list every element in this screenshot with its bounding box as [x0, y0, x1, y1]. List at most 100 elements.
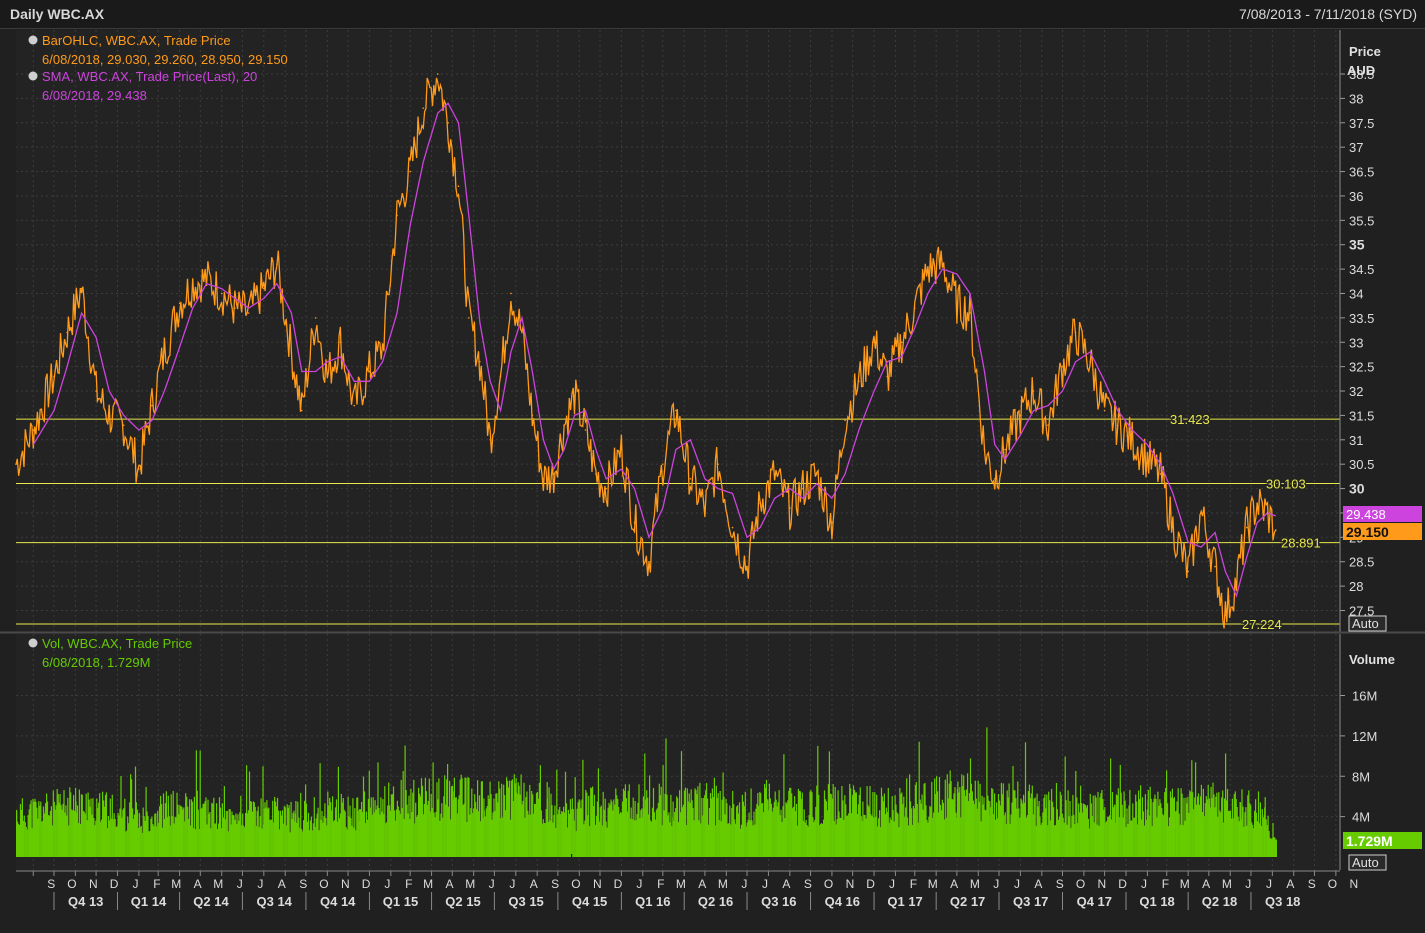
volume-bar [1162, 814, 1164, 857]
volume-bar [206, 824, 208, 857]
volume-bar [603, 809, 605, 857]
volume-bar [419, 796, 421, 857]
legend-toggle-icon[interactable] [28, 71, 38, 81]
volume-bar [137, 828, 139, 857]
volume-bar [970, 783, 972, 857]
volume-bar [836, 819, 838, 857]
price-point [675, 409, 677, 412]
volume-bar [1070, 828, 1072, 857]
price-point [300, 409, 303, 412]
volume-bar [1168, 826, 1170, 857]
x-month-label: J [509, 877, 515, 891]
volume-bar [680, 751, 683, 857]
volume-bar [628, 784, 630, 857]
volume-bar [434, 817, 436, 857]
horizontal-line-label: 31.423 [1170, 412, 1210, 427]
volume-bar [305, 784, 307, 857]
volume-bar [285, 825, 287, 857]
legend-toggle-icon[interactable] [28, 638, 38, 648]
volume-bar [873, 817, 875, 857]
price-point [1089, 360, 1091, 363]
x-quarter-label: Q3 15 [508, 894, 543, 909]
volume-bar [101, 819, 103, 857]
volume-bar [154, 813, 156, 857]
price-point [163, 351, 166, 353]
volume-bar [46, 801, 49, 857]
volume-bar [167, 804, 170, 857]
volume-bar [1167, 803, 1169, 857]
volume-bar [409, 818, 411, 857]
volume-bar [834, 787, 836, 857]
volume-bar [252, 801, 254, 857]
volume-bar [1080, 785, 1082, 857]
volume-bar [891, 796, 893, 857]
volume-bar [421, 785, 424, 857]
volume-bar [588, 795, 590, 857]
volume-bar [233, 815, 235, 857]
volume-bar [471, 788, 473, 857]
volume-bar [1238, 821, 1240, 857]
volume-bar [302, 831, 304, 857]
price-panel-bg[interactable] [16, 30, 1340, 632]
volume-bar [823, 819, 825, 857]
volume-bar [431, 807, 433, 857]
volume-bar [435, 812, 437, 857]
legend-toggle-icon[interactable] [28, 35, 38, 45]
volume-tick-label: 12M [1352, 729, 1377, 744]
volume-bar [114, 819, 116, 857]
volume-bar [61, 809, 63, 857]
volume-bar [1209, 807, 1211, 857]
volume-bar [46, 793, 48, 857]
volume-bar [902, 804, 904, 857]
volume-bar [763, 812, 765, 857]
volume-bar [943, 819, 945, 857]
volume-bar [1148, 815, 1150, 857]
volume-bar [668, 812, 670, 857]
volume-bar [819, 825, 821, 857]
volume-bar [47, 815, 50, 857]
volume-auto-button[interactable] [1348, 854, 1387, 871]
volume-bar [799, 804, 801, 857]
volume-bar [600, 805, 602, 857]
volume-bar [294, 813, 297, 857]
volume-bar [36, 807, 38, 857]
volume-bar [624, 784, 626, 857]
sma-last-badge [1343, 506, 1422, 522]
price-point [1103, 409, 1106, 412]
volume-bar [1154, 794, 1156, 857]
volume-bar [1045, 808, 1047, 857]
volume-bar [913, 808, 915, 857]
x-axis-band[interactable] [16, 872, 1340, 912]
volume-bar [1124, 800, 1126, 857]
volume-bar [343, 809, 345, 857]
volume-bar [251, 811, 253, 857]
volume-bar [438, 778, 440, 857]
volume-bar [349, 805, 351, 857]
volume-bar [356, 797, 358, 857]
price-point [731, 526, 734, 529]
volume-bar [1257, 791, 1260, 857]
volume-bar [689, 802, 691, 857]
volume-bar [361, 801, 363, 857]
volume-bar [866, 786, 868, 857]
price-auto-button[interactable] [1348, 615, 1387, 632]
volume-bar [538, 782, 540, 857]
volume-bar [230, 824, 232, 857]
volume-bar [1033, 798, 1035, 857]
volume-bar [783, 754, 785, 857]
volume-bar [1019, 817, 1021, 857]
volume-bar [1236, 807, 1238, 857]
volume-bar [247, 813, 249, 857]
volume-bar [432, 762, 434, 857]
volume-bar [96, 798, 98, 857]
x-month-label: D [362, 877, 371, 891]
volume-bar [922, 809, 924, 857]
volume-bar [1252, 824, 1254, 857]
volume-bar [1247, 795, 1249, 857]
volume-bar [124, 798, 126, 857]
volume-bar [227, 831, 229, 857]
volume-bar [59, 793, 61, 857]
volume-bar [982, 804, 984, 857]
volume-bar [1054, 825, 1057, 857]
volume-bar [1093, 822, 1095, 857]
